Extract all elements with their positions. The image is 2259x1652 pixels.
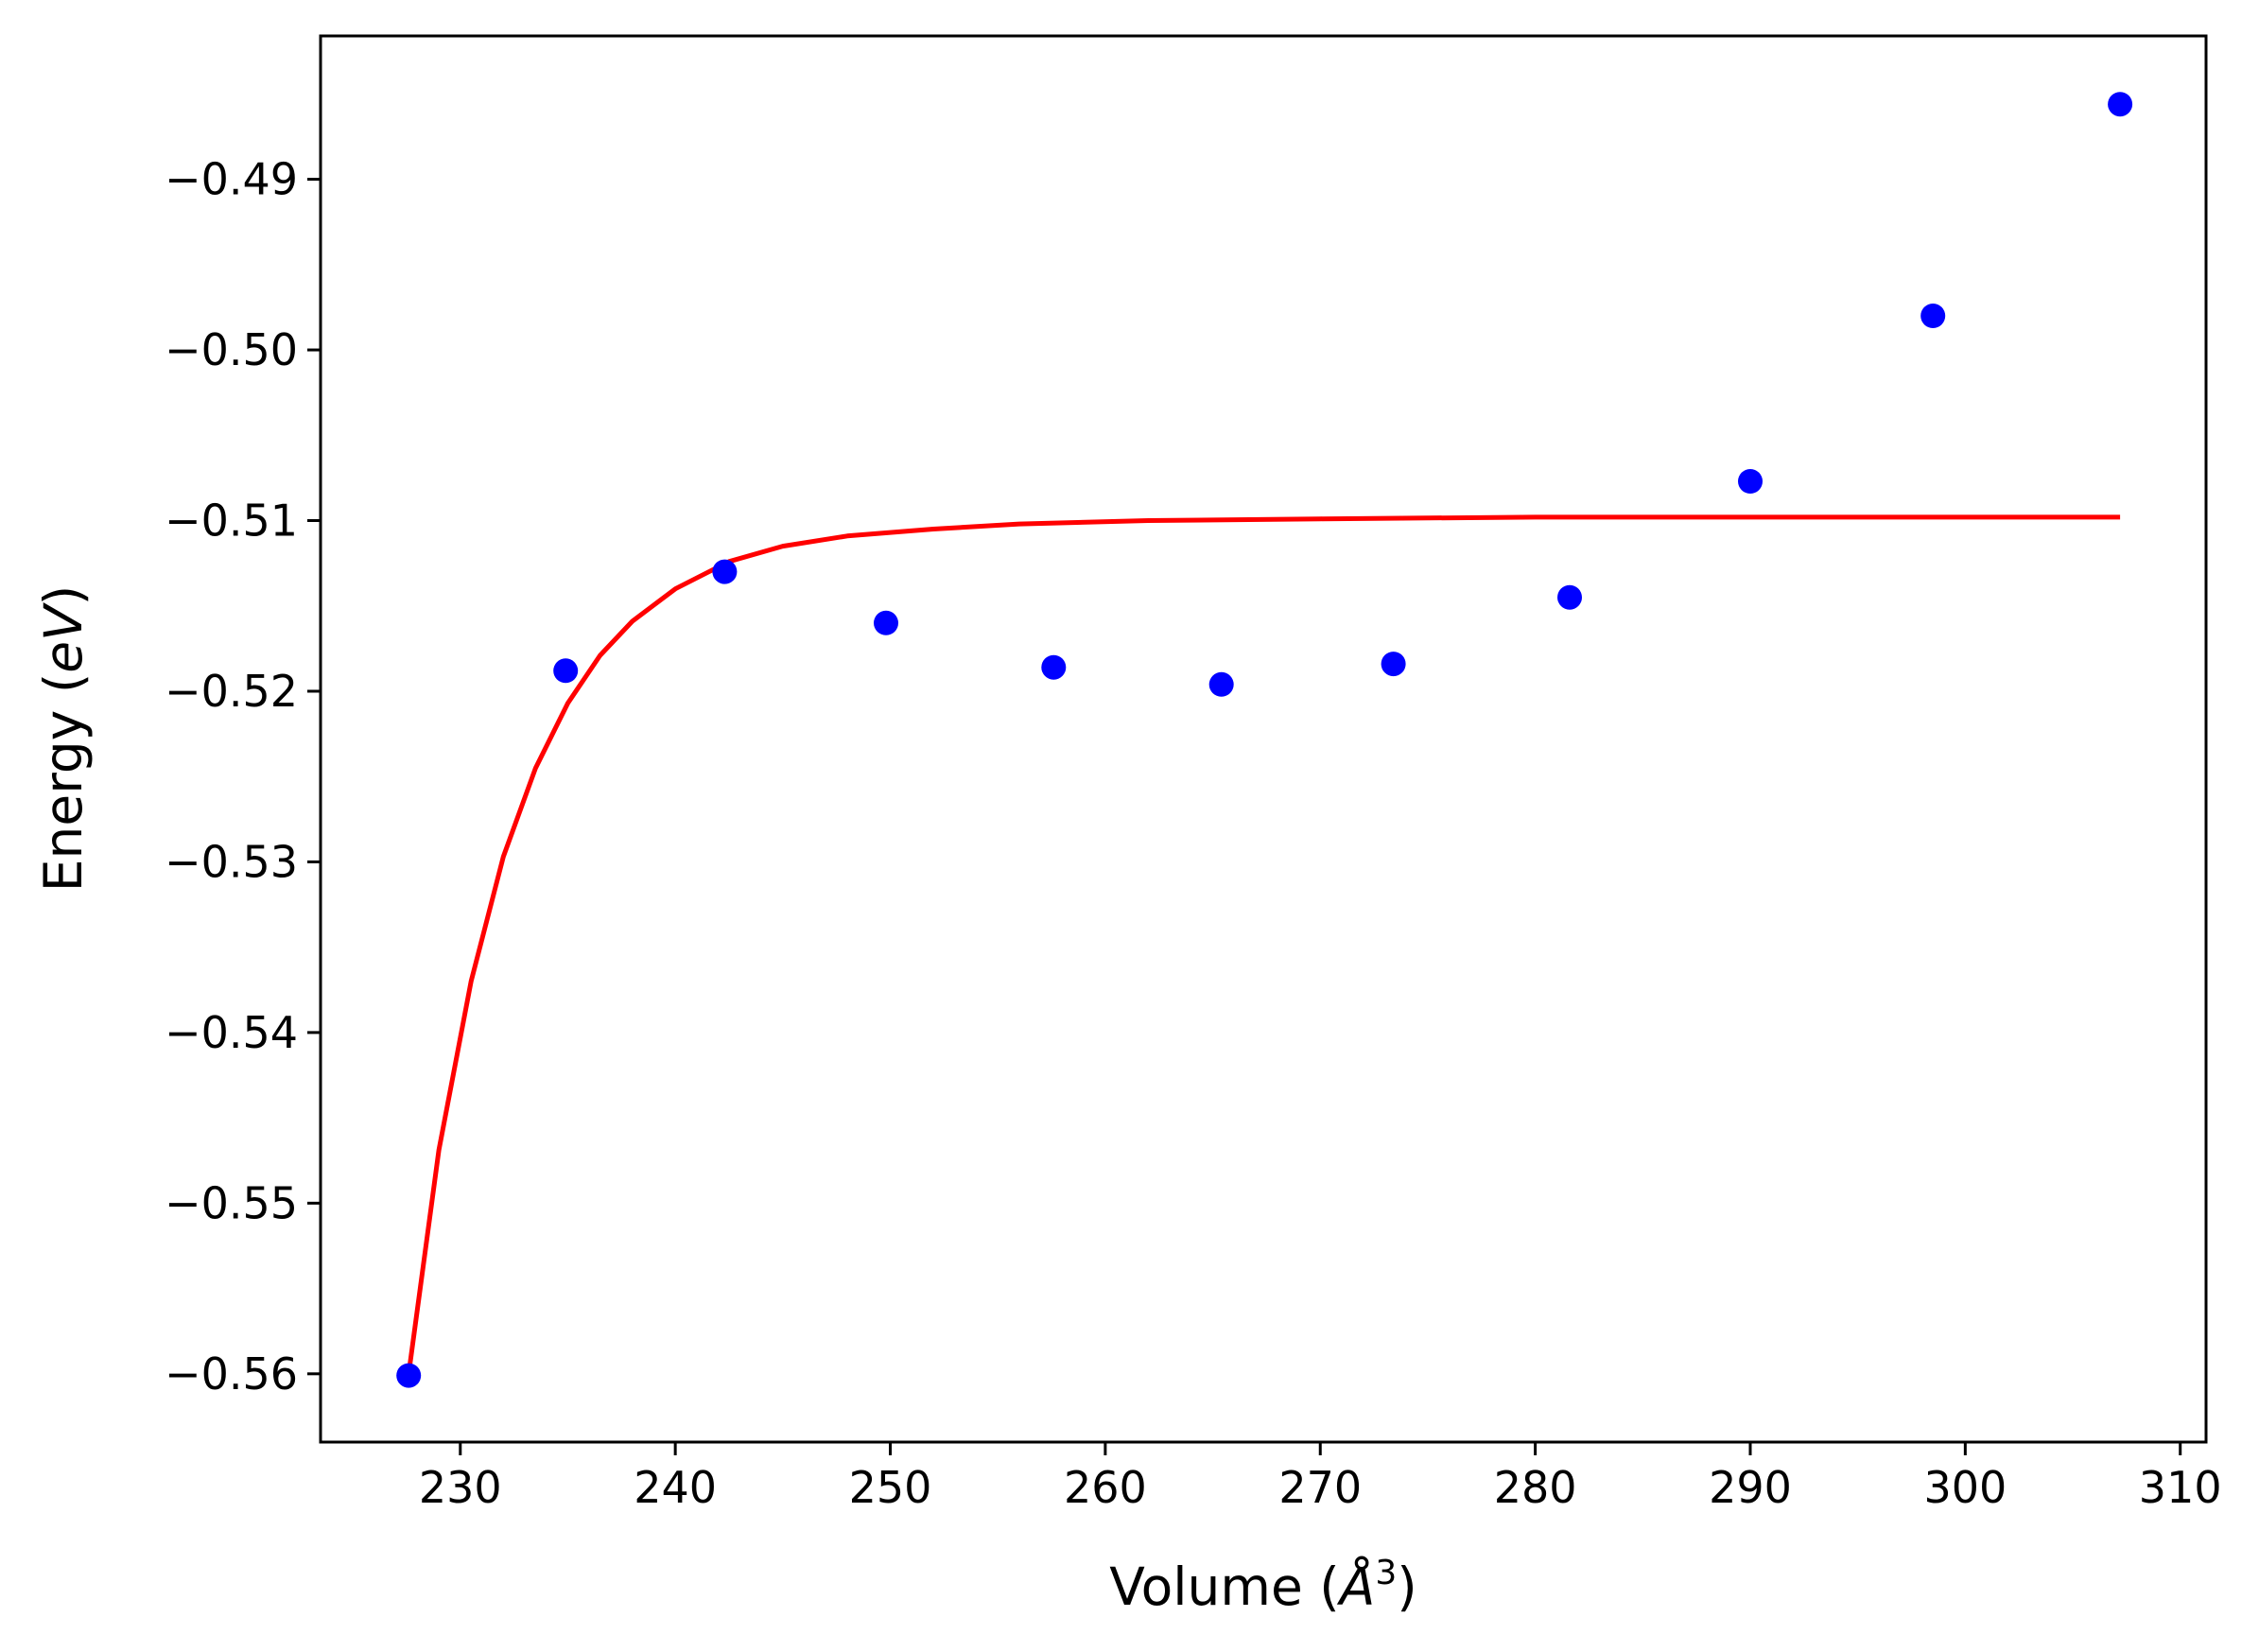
x-axis: 230 240 250 260 270 280 290 300 310	[419, 1442, 2222, 1513]
fit-curve	[406, 514, 2121, 1375]
x-tick-label: 250	[849, 1462, 932, 1513]
data-point	[1920, 304, 1946, 328]
data-point	[1381, 652, 1406, 677]
plot-frame	[319, 34, 2208, 1444]
data-point	[1738, 469, 1763, 494]
y-axis: −0.49 −0.50 −0.51 −0.52 −0.53 −0.54 −0.55 −0.56	[165, 154, 321, 1400]
x-tick-label: 300	[1923, 1462, 2007, 1513]
data-point	[553, 658, 579, 684]
x-tick-label: 240	[634, 1462, 717, 1513]
x-tick-label: 280	[1494, 1462, 1577, 1513]
x-axis-label: Volume (Å3)	[1109, 1554, 1417, 1617]
y-tick-label: −0.53	[165, 836, 298, 887]
plot-area	[396, 92, 2133, 1388]
y-tick-label: −0.52	[165, 666, 298, 717]
y-tick-label: −0.51	[165, 496, 298, 547]
data-point	[396, 1363, 422, 1388]
data-point	[874, 610, 898, 635]
data-point	[1557, 584, 1582, 610]
y-tick-label: −0.56	[165, 1348, 298, 1400]
data-point	[2108, 92, 2133, 117]
y-tick-label: −0.50	[165, 324, 298, 375]
x-tick-label: 230	[419, 1462, 502, 1513]
y-tick-label: −0.49	[165, 154, 298, 205]
x-tick-label: 310	[2139, 1462, 2222, 1513]
y-tick-label: −0.55	[165, 1177, 298, 1228]
x-tick-label: 260	[1064, 1462, 1147, 1513]
x-tick-label: 270	[1278, 1462, 1362, 1513]
data-point	[1041, 654, 1067, 680]
y-axis-label: Energy (eV)	[33, 585, 94, 892]
data-point	[1208, 671, 1234, 697]
y-tick-label: −0.54	[165, 1007, 298, 1058]
x-tick-label: 290	[1709, 1462, 1792, 1513]
data-point	[712, 559, 738, 584]
